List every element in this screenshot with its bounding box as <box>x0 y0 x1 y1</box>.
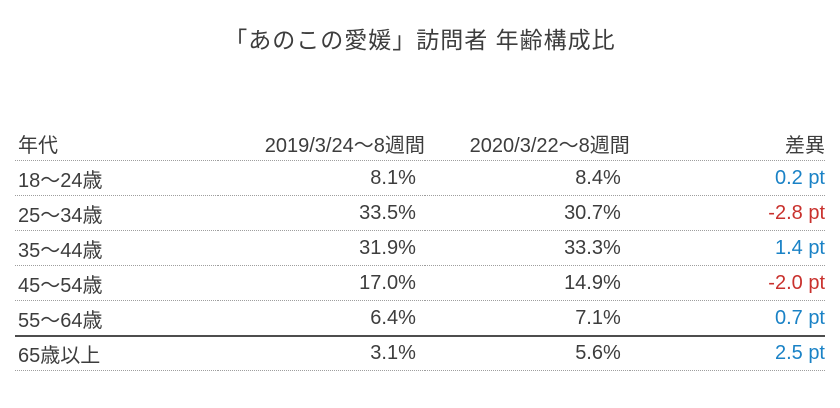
cell-2020-value: 14.9% <box>424 265 630 302</box>
table-row: 55〜64歳 6.4% 7.1% 0.7 pt <box>15 300 825 337</box>
table-container: 年代 2019/3/24〜8週間 2020/3/22〜8週間 差異 18〜24歳… <box>15 125 825 372</box>
cell-age-group: 35〜44歳 <box>15 230 218 267</box>
cell-2020-value: 8.4% <box>424 160 630 197</box>
column-header-age: 年代 <box>15 125 218 162</box>
age-composition-table: 年代 2019/3/24〜8週間 2020/3/22〜8週間 差異 18〜24歳… <box>15 125 825 372</box>
cell-diff-value: 1.4 pt <box>629 230 825 267</box>
cell-age-group: 55〜64歳 <box>15 300 218 337</box>
table-row: 18〜24歳 8.1% 8.4% 0.2 pt <box>15 160 825 197</box>
table-body: 18〜24歳 8.1% 8.4% 0.2 pt 25〜34歳 33.5% 30.… <box>15 160 825 372</box>
table-row: 45〜54歳 17.0% 14.9% -2.0 pt <box>15 265 825 302</box>
cell-2019-value: 8.1% <box>217 160 425 197</box>
cell-diff-value: 2.5 pt <box>629 335 825 372</box>
cell-2020-value: 30.7% <box>424 195 630 232</box>
cell-diff-value: 0.2 pt <box>629 160 825 197</box>
cell-2019-value: 33.5% <box>217 195 425 232</box>
page-title: 「あのこの愛媛」訪問者 年齢構成比 <box>224 27 616 53</box>
cell-2020-value: 7.1% <box>424 300 630 337</box>
cell-age-group: 18〜24歳 <box>15 160 218 197</box>
cell-2019-value: 6.4% <box>217 300 425 337</box>
table-row: 35〜44歳 31.9% 33.3% 1.4 pt <box>15 230 825 267</box>
cell-age-group: 65歳以上 <box>15 335 218 372</box>
table-header-row: 年代 2019/3/24〜8週間 2020/3/22〜8週間 差異 <box>15 125 825 162</box>
cell-age-group: 45〜54歳 <box>15 265 218 302</box>
cell-diff-value: -2.8 pt <box>629 195 825 232</box>
cell-2019-value: 17.0% <box>217 265 425 302</box>
column-header-2019-period: 2019/3/24〜8週間 <box>217 125 425 162</box>
table-row: 25〜34歳 33.5% 30.7% -2.8 pt <box>15 195 825 232</box>
cell-diff-value: -2.0 pt <box>629 265 825 302</box>
cell-age-group: 25〜34歳 <box>15 195 218 232</box>
table-row: 65歳以上 3.1% 5.6% 2.5 pt <box>15 335 825 372</box>
cell-2019-value: 3.1% <box>217 335 425 372</box>
column-header-difference: 差異 <box>629 125 825 162</box>
column-header-2020-period: 2020/3/22〜8週間 <box>424 125 630 162</box>
cell-diff-value: 0.7 pt <box>629 300 825 337</box>
cell-2020-value: 33.3% <box>424 230 630 267</box>
cell-2020-value: 5.6% <box>424 335 630 372</box>
cell-2019-value: 31.9% <box>217 230 425 267</box>
